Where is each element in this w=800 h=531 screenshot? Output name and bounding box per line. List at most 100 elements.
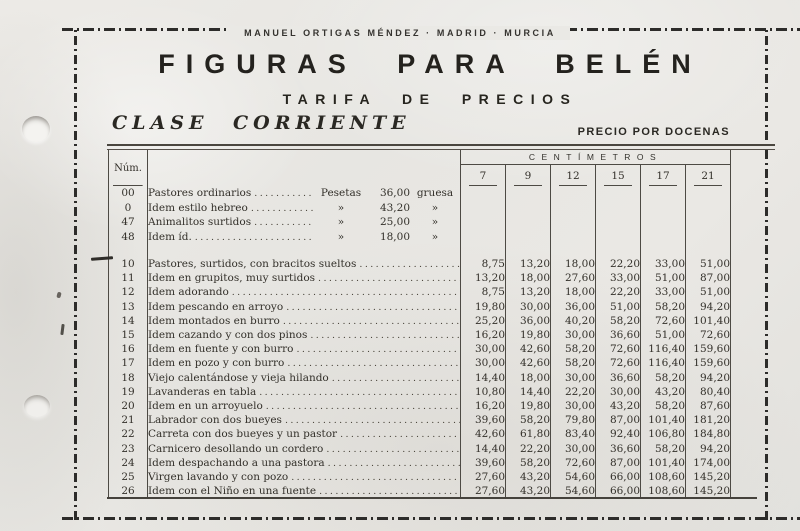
row-description: Idem adorando bbox=[148, 285, 461, 299]
price-cell: 43,20 bbox=[595, 398, 641, 414]
description-wrap: Viejo calentándose y vieja hilando bbox=[148, 372, 460, 384]
row-number: 48 bbox=[108, 229, 148, 244]
price-cell-empty bbox=[684, 200, 732, 215]
dot-leader bbox=[195, 232, 314, 243]
price-cell: 13,20 bbox=[505, 285, 551, 300]
row-number: 16 bbox=[108, 342, 148, 357]
gross-price: 25,00 bbox=[379, 216, 410, 229]
description-text: Idem íd. bbox=[148, 230, 192, 243]
row-number: 0 bbox=[108, 200, 148, 215]
price-cell: 30,00 bbox=[550, 441, 596, 456]
currency-label: Pesetas bbox=[320, 187, 362, 200]
price-cell: 22,20 bbox=[550, 384, 596, 399]
spacer-cell bbox=[108, 244, 148, 257]
price-cell: 145,20 bbox=[684, 484, 732, 499]
price-cell: 94,20 bbox=[684, 370, 732, 385]
price-cell: 33,00 bbox=[595, 271, 641, 286]
price-cell: 30,00 bbox=[460, 342, 506, 357]
price-cell: 18,00 bbox=[550, 285, 596, 300]
price-cell: 58,20 bbox=[640, 441, 686, 456]
price-cell-empty bbox=[550, 229, 596, 244]
price-cell: 25,20 bbox=[460, 313, 506, 328]
size-column-header: 17 bbox=[640, 164, 686, 186]
row-number: 22 bbox=[108, 427, 148, 442]
price-cell: 30,00 bbox=[550, 398, 596, 414]
price-cell: 42,60 bbox=[505, 342, 551, 357]
price-cell: 27,60 bbox=[460, 484, 506, 499]
description-text: Idem en pozo y con burro bbox=[148, 357, 285, 370]
description-text: Idem con el Niño en una fuente bbox=[148, 485, 317, 498]
row-description: Idem montados en burro bbox=[148, 314, 461, 328]
dot-leader bbox=[285, 415, 460, 426]
price-cell: 101,40 bbox=[684, 313, 732, 328]
dot-leader bbox=[287, 358, 460, 369]
row-number: 13 bbox=[108, 299, 148, 314]
dot-leader bbox=[254, 188, 314, 199]
price-cell-empty bbox=[684, 186, 732, 201]
price-cell: 184,80 bbox=[684, 427, 732, 442]
description-text: Idem pescando en arroyo bbox=[148, 300, 284, 313]
price-cell: 8,75 bbox=[460, 285, 506, 300]
row-description: Idem cazando y con dos pinos bbox=[148, 328, 461, 342]
price-cell-empty bbox=[595, 229, 641, 244]
size-column-header: 21 bbox=[684, 164, 732, 186]
price-cell: 13,20 bbox=[505, 257, 551, 272]
price-cell: 33,00 bbox=[640, 285, 686, 300]
spacer-cell bbox=[148, 244, 461, 257]
double-rule bbox=[107, 144, 775, 150]
dot-leader bbox=[283, 316, 460, 327]
row-number: 25 bbox=[108, 469, 148, 484]
description-wrap: Pastores ordinarios Pesetas 36,00 gruesa bbox=[148, 187, 460, 199]
description-column-header bbox=[148, 150, 461, 186]
size-column-header: 12 bbox=[550, 164, 596, 186]
size-column-header: 9 bbox=[505, 164, 551, 186]
price-cell: 30,00 bbox=[550, 327, 596, 343]
description-text: Idem adorando bbox=[148, 286, 229, 299]
price-cell: 36,60 bbox=[595, 327, 641, 343]
price-cell: 8,75 bbox=[460, 257, 506, 272]
dot-leader bbox=[266, 401, 460, 412]
price-cell-empty bbox=[640, 186, 686, 201]
row-description: Pastores ordinarios Pesetas 36,00 gruesa bbox=[148, 186, 461, 201]
price-cell-empty bbox=[595, 186, 641, 201]
price-cell-empty bbox=[460, 200, 506, 215]
row-number: 12 bbox=[108, 285, 148, 300]
price-cell: 42,60 bbox=[460, 427, 506, 442]
price-cell: 101,40 bbox=[640, 455, 686, 470]
price-cell-empty bbox=[595, 244, 641, 257]
price-cell-empty bbox=[640, 200, 686, 215]
price-cell: 174,00 bbox=[684, 455, 732, 470]
price-cell: 106,80 bbox=[640, 427, 686, 442]
size-column-header: 15 bbox=[595, 164, 641, 186]
price-cell: 181,20 bbox=[684, 413, 732, 428]
page-title: FIGURAS PARA BELÉN bbox=[158, 49, 702, 79]
row-description: Idem despachando a una pastora bbox=[148, 456, 461, 470]
price-cell-empty bbox=[640, 244, 686, 257]
price-cell: 43,20 bbox=[505, 484, 551, 499]
description-text: Viejo calentándose y vieja hilando bbox=[148, 371, 329, 384]
per-gross-label: » bbox=[431, 201, 439, 214]
row-number: 47 bbox=[108, 215, 148, 230]
description-wrap: Idem adorando bbox=[148, 286, 460, 298]
price-cell: 36,00 bbox=[505, 313, 551, 328]
price-cell: 116,40 bbox=[640, 356, 686, 371]
description-text: Pastores, surtidos, con bracitos sueltos bbox=[148, 258, 357, 271]
page-border-right bbox=[765, 28, 768, 520]
row-description: Carreta con dos bueyes y un pastor bbox=[148, 427, 461, 441]
class-label: CLASE CORRIENTE bbox=[112, 112, 411, 134]
price-cell: 42,60 bbox=[505, 356, 551, 371]
price-cell-empty bbox=[550, 244, 596, 257]
description-wrap: Idem cazando y con dos pinos bbox=[148, 329, 460, 341]
dot-leader bbox=[326, 444, 460, 455]
